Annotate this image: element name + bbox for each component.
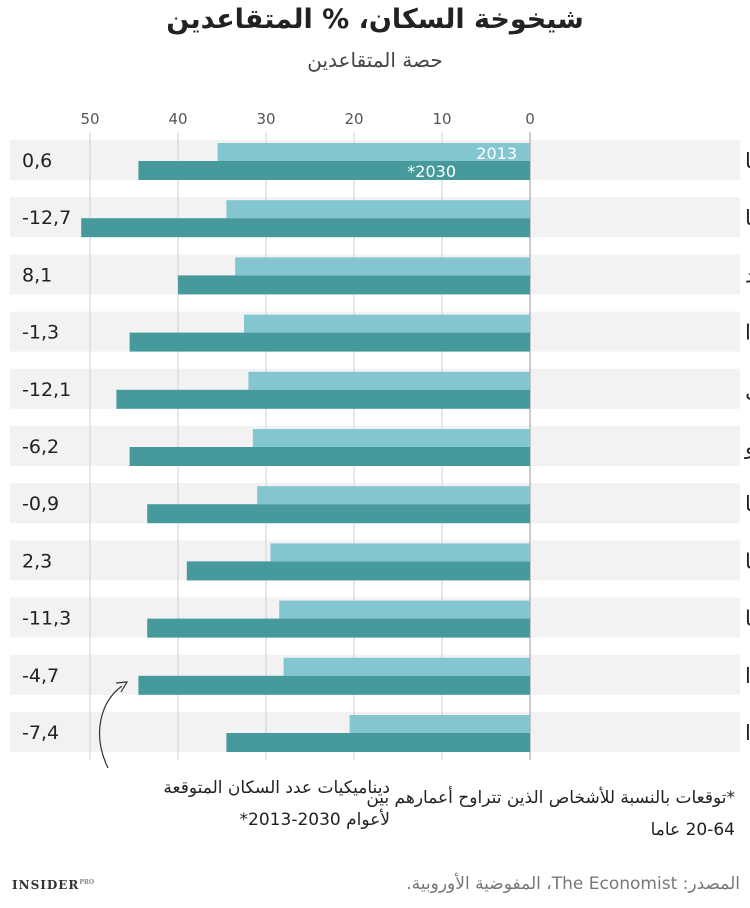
bar-2013 <box>349 715 530 733</box>
bar-2030 <box>178 275 530 295</box>
annotation-arrow <box>99 685 123 769</box>
change-value-label: -7,4 <box>22 722 59 744</box>
bar-2030 <box>138 161 530 180</box>
bar-2013 <box>270 543 530 562</box>
annotation-arrowhead <box>115 681 129 693</box>
logo-sup: PRO <box>79 879 95 886</box>
bar-2030 <box>116 389 531 409</box>
note-right-line2: 20-64 عاما <box>650 820 735 840</box>
x-tick-label: 10 <box>432 110 451 128</box>
x-tick-label: 30 <box>256 110 275 128</box>
change-value-label: -1,3 <box>22 322 59 344</box>
bar-2013 <box>252 429 531 447</box>
x-tick-label: 40 <box>168 110 187 128</box>
x-tick-label: 0 <box>525 110 535 128</box>
series-label-2013: 2013 <box>476 144 517 163</box>
note-left-line2: لأعوام 2030-2013* <box>239 810 390 830</box>
change-value-label: 0,6 <box>22 150 52 172</box>
chart-title: شيخوخة السكان، % المتقاعدين <box>166 4 584 35</box>
bar-2030 <box>81 218 530 238</box>
country-label: بريطانيا <box>745 549 750 573</box>
note-left-line1: ديناميكيات عدد السكان المتوقعة <box>163 778 390 798</box>
note-right: *توقعات بالنسبة للأشخاص الذين تتراوح أعم… <box>335 782 735 846</box>
bar-2013 <box>217 143 530 161</box>
bar-2013 <box>248 371 530 390</box>
change-value-label: -4,7 <box>22 665 59 687</box>
change-value-label: -11,3 <box>22 608 71 630</box>
country-label: إسبانيا <box>745 607 750 632</box>
logo-text: INSIDER <box>12 878 80 892</box>
bar-2013 <box>279 600 530 619</box>
change-value-label: -0,9 <box>22 493 59 515</box>
bar-2030 <box>226 733 530 752</box>
bar-2030 <box>147 504 530 524</box>
change-value-label: 8,1 <box>22 264 52 286</box>
bar-2013 <box>257 486 530 505</box>
note-left: ديناميكيات عدد السكان المتوقعة لأعوام 20… <box>20 772 390 836</box>
note-right-line1: *توقعات بالنسبة للأشخاص الذين تتراوح أعم… <box>366 788 735 808</box>
country-label: السويد <box>745 263 750 287</box>
country-label: هولندا <box>745 664 750 688</box>
bar-2030 <box>129 447 530 466</box>
bar-2030 <box>147 618 530 638</box>
country-label: البرتغال <box>745 378 750 402</box>
chart-subtitle: حصة المتقاعدين <box>307 48 443 72</box>
bar-2030 <box>129 332 530 352</box>
insider-pro-logo: INSIDERPRO <box>12 878 94 892</box>
country-label: منطقة اليورو <box>744 435 750 459</box>
bar-2030 <box>138 675 530 695</box>
change-value-label: -12,7 <box>22 207 71 229</box>
bar-2013 <box>283 657 530 676</box>
source-text: المصدر: The Economist، المفوضية الأوروبي… <box>406 874 740 894</box>
country-label: أيرلندا <box>745 719 750 745</box>
chart-area: 50 40 30 20 10 0 إيطاليا 0,6 ألمانيا -12,7 السويد 8… <box>10 110 750 769</box>
country-label: فنلندا <box>745 321 750 345</box>
country-label: إيطاليا <box>745 149 750 174</box>
bar-2030 <box>186 561 531 581</box>
country-label: فرنسا <box>745 492 750 516</box>
x-tick-label: 20 <box>344 110 363 128</box>
change-value-label: -6,2 <box>22 436 59 458</box>
x-tick-label: 50 <box>80 110 99 128</box>
series-label-2030: *2030 <box>407 162 456 181</box>
bar-2013 <box>235 257 530 276</box>
country-label: ألمانيا <box>745 204 750 230</box>
bar-2013 <box>244 314 530 333</box>
bar-2013 <box>226 200 530 219</box>
change-value-label: 2,3 <box>22 550 52 572</box>
change-value-label: -12,1 <box>22 379 71 401</box>
